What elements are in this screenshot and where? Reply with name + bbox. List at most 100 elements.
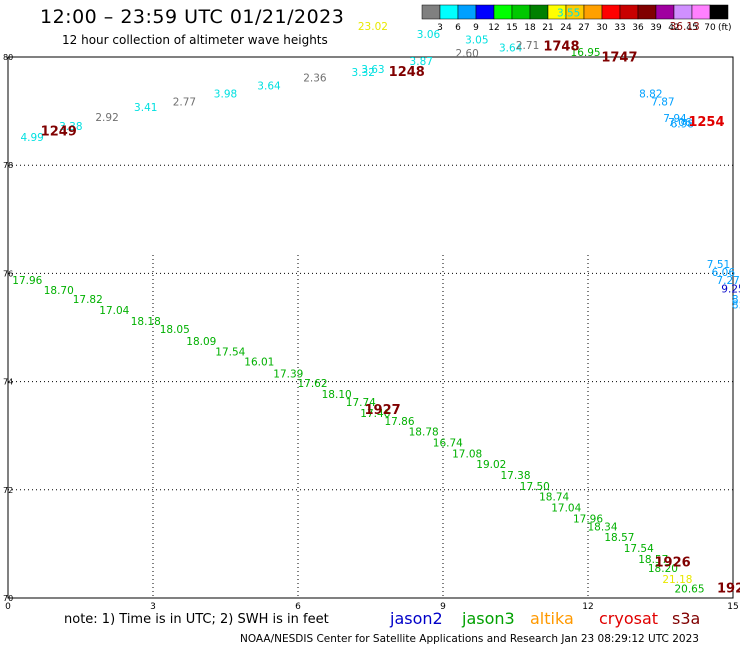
x-tick-label: 12 — [582, 602, 593, 612]
data-point-label: 3.41 — [134, 102, 157, 114]
colorbar-label: 3 — [437, 23, 443, 33]
legend-altika: altika — [530, 609, 574, 628]
data-point-label: 17.82 — [73, 294, 103, 306]
data-point-label: 8.6 — [732, 294, 740, 306]
data-point-label: 2.60 — [455, 48, 478, 60]
x-tick-label: 3 — [150, 602, 156, 612]
pass-time-label: 192 — [717, 582, 740, 597]
data-point-label: 17.04 — [99, 305, 129, 317]
colorbar-swatch — [637, 4, 657, 20]
data-point-label: 17.38 — [500, 470, 530, 482]
colorbar-label: 21 — [542, 23, 553, 33]
colorbar-label: 30 — [596, 23, 608, 33]
data-point-label: 17.96 — [12, 275, 42, 287]
data-point-label: 18.34 — [587, 521, 617, 533]
data-point-label: 7.51 — [707, 259, 730, 271]
colorbar-swatch — [511, 4, 531, 20]
data-point-label: 18.18 — [131, 316, 161, 328]
data-point-label: 17.04 — [551, 502, 581, 514]
pass-time-label: 1254 — [688, 115, 724, 130]
colorbar-swatch — [529, 4, 549, 20]
data-point-label: 16.01 — [244, 356, 274, 368]
pass-time-label: 1248 — [389, 65, 425, 80]
data-point-label: 20.65 — [674, 584, 704, 596]
colorbar-swatch — [601, 4, 621, 20]
colorbar-label: 24 — [560, 23, 572, 33]
pass-time-label: 1926 — [654, 556, 690, 571]
y-tick-label: 74 — [3, 378, 13, 387]
data-point-label: 18.57 — [604, 532, 634, 544]
data-point-label: 17.39 — [273, 368, 303, 380]
colorbar-swatch — [439, 4, 459, 20]
footer-credit: NOAA/NESDIS Center for Satellite Applica… — [240, 633, 699, 645]
colorbar-label: 18 — [524, 23, 536, 33]
data-point-label: 2.71 — [516, 40, 539, 52]
colorbar-label: 6 — [455, 23, 461, 33]
data-point-label: 18.10 — [322, 389, 352, 401]
legend-jason3: jason3 — [462, 609, 515, 628]
chart-subtitle: 12 hour collection of altimeter wave hei… — [62, 33, 328, 47]
data-point-label: 3.98 — [214, 89, 237, 101]
data-point-label: 36.13 — [670, 21, 700, 33]
y-tick-label: 78 — [3, 161, 13, 170]
colorbar-label: 70 — [704, 23, 716, 33]
colorbar-label: 36 — [632, 23, 644, 33]
data-point-label: 17.54 — [215, 347, 245, 359]
colorbar-swatch — [691, 4, 711, 20]
data-point-label: 8.5 — [732, 300, 740, 312]
pass-time-label: 1747 — [601, 50, 637, 65]
colorbar-label: 45 — [686, 23, 697, 33]
colorbar-label: 15 — [506, 23, 517, 33]
colorbar-label: 39 — [650, 23, 662, 33]
colorbar-label: 42 — [668, 23, 679, 33]
data-point-label: 18.09 — [186, 336, 216, 348]
data-point-label: 19.02 — [476, 459, 506, 471]
data-point-label: 17.46 — [360, 408, 390, 420]
data-point-label: 17.86 — [384, 416, 414, 428]
data-point-label: 18.20 — [648, 563, 678, 575]
colorbar-label: 12 — [488, 23, 499, 33]
data-point-label: 3.55 — [557, 7, 580, 19]
data-point-label: 7.87 — [651, 97, 674, 109]
data-point-label: 3.64 — [499, 43, 523, 55]
y-tick-label: 80 — [3, 53, 13, 62]
data-point-label: 17.54 — [624, 543, 654, 555]
x-tick-label: 9 — [440, 602, 446, 612]
legend-jason2: jason2 — [390, 609, 443, 628]
data-point-label: 3.63 — [361, 64, 384, 76]
data-point-label: 7.94 — [663, 113, 687, 125]
colorbar-swatch — [475, 4, 495, 20]
colorbar-swatch — [673, 4, 693, 20]
colorbar-swatch — [619, 4, 639, 20]
y-tick-label: 72 — [3, 486, 13, 495]
data-point-label: 8.82 — [639, 89, 662, 101]
data-point-label: 2.92 — [95, 112, 118, 124]
legend-cryosat: cryosat — [599, 609, 659, 628]
x-tick-label: 15 — [727, 602, 738, 612]
x-tick-label: 6 — [295, 602, 301, 612]
data-point-label: 18.78 — [409, 427, 439, 439]
data-point-label: 18.70 — [44, 285, 74, 297]
data-point-label: 17.74 — [346, 397, 376, 409]
data-point-label: 18.57 — [638, 554, 668, 566]
data-point-label: 17.96 — [573, 513, 603, 525]
data-point-label: 21.18 — [662, 574, 692, 586]
data-point-label: 17.08 — [452, 448, 482, 460]
data-point-label: 18.74 — [539, 492, 569, 504]
data-point-label: 3.64 — [257, 80, 281, 92]
data-point-label: 17.50 — [520, 481, 550, 493]
data-point-label: 18.05 — [160, 324, 190, 336]
pass-time-label: 1927 — [364, 403, 400, 418]
data-point-label: 4.99 — [20, 132, 43, 144]
data-point-label: 3.38 — [59, 121, 82, 133]
plot-frame — [7, 56, 734, 599]
pass-time-label: 1748 — [543, 40, 579, 55]
data-point-label: 23.02 — [358, 21, 388, 33]
legend-s3a: s3a — [672, 609, 701, 628]
data-point-label: 6.98 — [671, 118, 694, 130]
colorbar-swatch — [709, 4, 729, 20]
data-point-label: 6.06 — [712, 267, 736, 279]
colorbar-label: 27 — [578, 23, 589, 33]
data-point-label: 17.62 — [297, 378, 327, 390]
